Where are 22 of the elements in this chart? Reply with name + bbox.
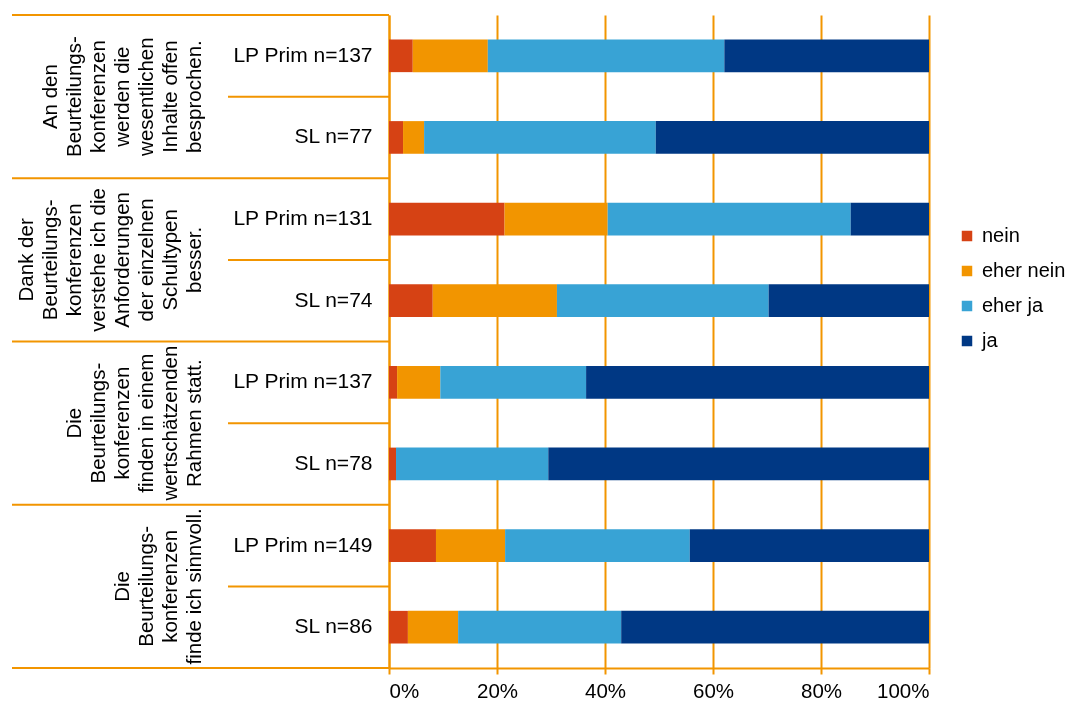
x-tick-label: 20% [476, 678, 519, 702]
legend-label: eher nein [982, 259, 1065, 281]
y-tick-label: LP Prim n=131 [233, 206, 373, 230]
text: Dank der Beurteilungs- konferenzen verstehe ich die Anforderungen der einzelnen Schultypen besser. [13, 188, 205, 332]
y-tick-label: SL n=86 [294, 614, 373, 638]
x-tick-label: 60% [692, 678, 735, 702]
legend-label: ja [981, 329, 999, 351]
legend-label: nein [982, 224, 1020, 246]
x-tick-label: 80% [800, 678, 843, 702]
legend-label: eher ja [982, 294, 1045, 316]
x-tick-label: 100% [877, 678, 930, 702]
y-tick-label: SL n=74 [294, 287, 373, 311]
x-tick-label: 0% [389, 678, 420, 702]
y-tick-label: LP Prim n=137 [233, 42, 373, 66]
y-tick-label: LP Prim n=137 [233, 369, 373, 393]
y-tick-label: SL n=78 [294, 450, 373, 474]
y-tick-label: SL n=77 [294, 124, 373, 148]
text: Die Beurteilungs- konferenzen finde ich sinnvoll. [109, 508, 205, 665]
x-tick-label: 40% [584, 678, 627, 702]
text: An den Beurteilungs- konferenzen werden die wesentlichen Inhalte offen besprochen. [37, 36, 205, 158]
y-tick-label: LP Prim n=149 [233, 532, 373, 556]
text: Die Beurteilungs- konferenzen finden in einem wertschätzenden Rahmen statt. [61, 345, 205, 502]
